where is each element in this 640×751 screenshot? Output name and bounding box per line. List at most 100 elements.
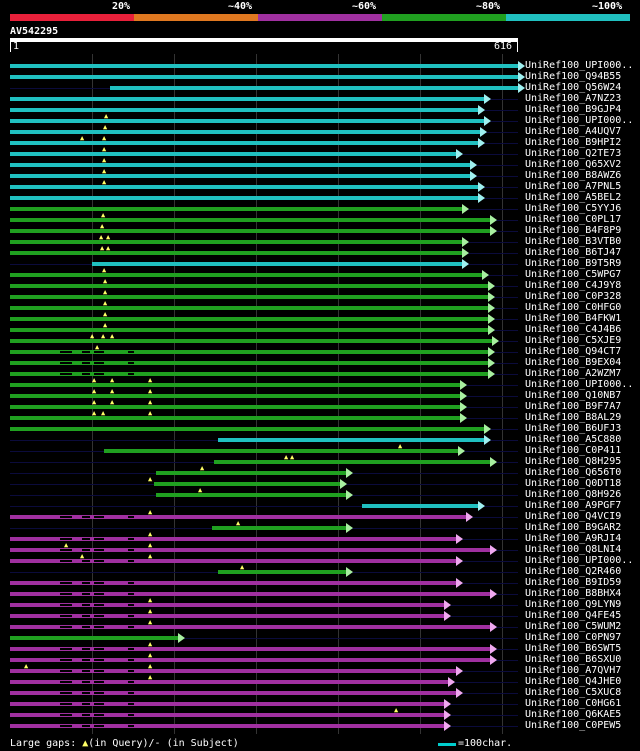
hit-row[interactable]: ▲ ▲ ▲ UniRef100_B9F7A7 <box>0 399 640 413</box>
hit-label-link[interactable]: UniRef100_Q65XV2 <box>525 159 622 170</box>
hit-label-link[interactable]: UniRef100_Q8LNI4 <box>525 544 622 555</box>
hit-row[interactable]: ▲ UniRef100_B9GAR2 <box>0 520 640 534</box>
hit-row[interactable]: ▲ ▲ UniRef100_A7QVH7 <box>0 663 640 677</box>
hit-label-link[interactable]: UniRef100_B9GAR2 <box>525 522 622 533</box>
hit-alignment-bar[interactable] <box>10 152 456 156</box>
hit-row[interactable]: UniRef100_B9EX04 <box>0 357 640 369</box>
hit-alignment-bar[interactable] <box>10 614 444 618</box>
hit-alignment-bar[interactable] <box>10 691 456 695</box>
hit-label-link[interactable]: UniRef100_B8BHX4 <box>525 588 622 599</box>
hit-row[interactable]: ▲ UniRef100_Q94CT7 <box>0 344 640 358</box>
hit-alignment-bar[interactable] <box>10 713 444 717</box>
hit-alignment-bar[interactable] <box>10 592 490 596</box>
hit-row[interactable]: ▲ UniRef100_Q656T0 <box>0 465 640 479</box>
hit-alignment-bar[interactable] <box>10 229 490 233</box>
hit-label-link[interactable]: UniRef100_Q9LYN9 <box>525 599 622 610</box>
hit-alignment-bar[interactable] <box>10 603 444 607</box>
hit-alignment-bar[interactable] <box>10 64 518 68</box>
hit-row[interactable]: UniRef100_B8BHX4 <box>0 588 640 600</box>
hit-row[interactable]: UniRef100_B9T5R9 <box>0 258 640 270</box>
hit-label-link[interactable]: UniRef100_C4J4B6 <box>525 324 622 335</box>
hit-row[interactable]: UniRef100_B9ID59 <box>0 577 640 589</box>
hit-alignment-bar[interactable] <box>10 724 444 728</box>
hit-alignment-bar[interactable] <box>218 570 346 574</box>
hit-row[interactable]: ▲ ▲ UniRef100_UPI000.. <box>0 553 640 567</box>
hit-label-link[interactable]: UniRef100_Q10NB7 <box>525 390 622 401</box>
hit-label-link[interactable]: UniRef100_Q56W24 <box>525 82 622 93</box>
hit-label-link[interactable]: UniRef100_UPI000.. <box>525 379 634 390</box>
hit-alignment-bar[interactable] <box>10 515 466 519</box>
hit-label-link[interactable]: UniRef100_UPI000.. <box>525 115 634 126</box>
hit-alignment-bar[interactable] <box>10 394 460 398</box>
hit-alignment-bar[interactable] <box>10 196 478 200</box>
hit-alignment-bar[interactable] <box>10 372 488 376</box>
hit-alignment-bar[interactable] <box>10 680 448 684</box>
hit-alignment-bar[interactable] <box>10 636 178 640</box>
hit-label-link[interactable]: UniRef100_C0HG61 <box>525 698 622 709</box>
hit-row[interactable]: UniRef100_Q56W24 <box>0 82 640 94</box>
hit-row[interactable]: UniRef100_A5BEL2 <box>0 192 640 204</box>
hit-row[interactable]: ▲ UniRef100_UPI000.. <box>0 113 640 127</box>
hit-alignment-bar[interactable] <box>10 669 456 673</box>
hit-alignment-bar[interactable] <box>10 625 490 629</box>
hit-label-link[interactable]: UniRef100_B9ID59 <box>525 577 622 588</box>
hit-row[interactable]: ▲ UniRef100_B6SWT5 <box>0 641 640 655</box>
hit-alignment-bar[interactable] <box>362 504 478 508</box>
hit-label-link[interactable]: UniRef100_C0PL17 <box>525 214 622 225</box>
hit-label-link[interactable]: UniRef100_Q8H295 <box>525 456 622 467</box>
hit-row[interactable]: UniRef100_UPI000.. <box>0 60 640 72</box>
hit-alignment-bar[interactable] <box>10 207 462 211</box>
hit-alignment-bar[interactable] <box>10 658 490 662</box>
hit-label-link[interactable]: UniRef100_Q2TE73 <box>525 148 622 159</box>
hit-alignment-bar[interactable] <box>218 438 484 442</box>
hit-alignment-bar[interactable] <box>10 130 480 134</box>
hit-row[interactable]: ▲ UniRef100_Q9LYN9 <box>0 597 640 611</box>
hit-alignment-bar[interactable] <box>156 493 346 497</box>
hit-alignment-bar[interactable] <box>212 526 346 530</box>
hit-label-link[interactable]: UniRef100_B9F7A7 <box>525 401 622 412</box>
hit-row[interactable]: UniRef100_A9PGF7 <box>0 500 640 512</box>
hit-label-link[interactable]: UniRef100_Q4JHE0 <box>525 676 622 687</box>
hit-label-link[interactable]: UniRef100_Q94B55 <box>525 71 622 82</box>
hit-row[interactable]: ▲ UniRef100_Q8H926 <box>0 487 640 501</box>
hit-row[interactable]: ▲ UniRef100_C0PL17 <box>0 212 640 226</box>
hit-alignment-bar[interactable] <box>110 86 518 90</box>
hit-alignment-bar[interactable] <box>10 108 478 112</box>
hit-row[interactable]: ▲ ▲ UniRef100_B6TJ47 <box>0 245 640 259</box>
hit-label-link[interactable]: UniRef100_A5C880 <box>525 434 622 445</box>
hit-row[interactable]: ▲ UniRef100_C4J9Y8 <box>0 278 640 292</box>
hit-row[interactable]: ▲ ▲ UniRef100_B3VTB0 <box>0 234 640 248</box>
hit-label-link[interactable]: UniRef100_B9T5R9 <box>525 258 622 269</box>
hit-label-link[interactable]: UniRef100_B6TJ47 <box>525 247 622 258</box>
hit-label-link[interactable]: UniRef100_B4FKW1 <box>525 313 622 324</box>
hit-row[interactable]: ▲ UniRef100_B6SXU0 <box>0 652 640 666</box>
hit-row[interactable]: ▲ ▲ ▲ UniRef100_B8AL29 <box>0 410 640 424</box>
hit-label-link[interactable]: UniRef100_B8AL29 <box>525 412 622 423</box>
hit-alignment-bar[interactable] <box>92 262 462 266</box>
hit-alignment-bar[interactable] <box>10 141 478 145</box>
hit-row[interactable]: ▲ UniRef100_A4UQV7 <box>0 124 640 138</box>
hit-alignment-bar[interactable] <box>10 581 456 585</box>
hit-row[interactable]: ▲ ▲ ▲ UniRef100_UPI000.. <box>0 377 640 391</box>
hit-label-link[interactable]: UniRef100_Q6KAE5 <box>525 709 622 720</box>
hit-label-link[interactable]: UniRef100_B8AWZ6 <box>525 170 622 181</box>
hit-row[interactable]: UniRef100_C5YYJ6 <box>0 203 640 215</box>
hit-alignment-bar[interactable] <box>10 75 518 79</box>
hit-row[interactable]: ▲ ▲ ▲ UniRef100_C5XJE9 <box>0 333 640 347</box>
hit-label-link[interactable]: UniRef100_C5WPG7 <box>525 269 622 280</box>
hit-row[interactable]: ▲ UniRef100_Q2R460 <box>0 564 640 578</box>
hit-row[interactable]: ▲ UniRef100_Q6KAE5 <box>0 707 640 721</box>
hit-label-link[interactable]: UniRef100_A7QVH7 <box>525 665 622 676</box>
hit-row[interactable]: ▲ UniRef100_Q0DT18 <box>0 476 640 490</box>
hit-alignment-bar[interactable] <box>10 185 478 189</box>
hit-row[interactable]: ▲ UniRef100_A9RJI4 <box>0 531 640 545</box>
hit-row[interactable]: UniRef100_B6UFJ3 <box>0 423 640 435</box>
hit-label-link[interactable]: UniRef100_Q2R460 <box>525 566 622 577</box>
hit-alignment-bar[interactable] <box>10 350 488 354</box>
hit-alignment-bar[interactable] <box>10 284 488 288</box>
hit-alignment-bar[interactable] <box>10 218 490 222</box>
hit-row[interactable]: ▲ ▲ ▲ UniRef100_Q10NB7 <box>0 388 640 402</box>
hit-row[interactable]: UniRef100_C0HG61 <box>0 698 640 710</box>
hit-row[interactable]: UniRef100_B9GJP4 <box>0 104 640 116</box>
hit-alignment-bar[interactable] <box>10 339 492 343</box>
